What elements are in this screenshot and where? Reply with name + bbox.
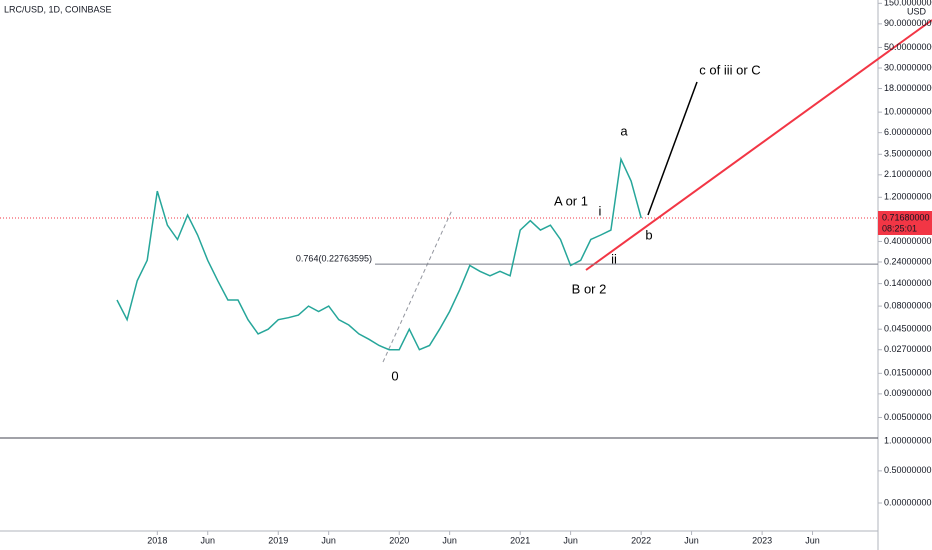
- y-tick-label: 0.08000000: [884, 300, 932, 310]
- wave-line: [647, 81, 698, 216]
- x-tick-label: 2018: [147, 535, 167, 545]
- trend-line: [585, 19, 932, 271]
- y-tick-label: 0.24000000: [884, 256, 932, 266]
- x-tick-label: Jun: [442, 535, 457, 545]
- y-tick-label: 0.00500000: [884, 412, 932, 422]
- y-tick-label: 0.02700000: [884, 344, 932, 354]
- y-tick-label: 3.50000000: [884, 149, 932, 159]
- x-tick-label: 2020: [389, 535, 409, 545]
- y-tick-label: 0.01500000: [884, 368, 932, 378]
- y-tick-label: 0.40000000: [884, 236, 932, 246]
- x-tick-label: 2023: [752, 535, 772, 545]
- y-tick-label: 90.00000000: [884, 18, 932, 28]
- time-remaining: 08:25:01: [882, 223, 917, 233]
- wave-annotation: ii: [611, 251, 617, 266]
- y-tick-label: 30.00000000: [884, 62, 932, 72]
- x-tick-label: 2019: [268, 535, 288, 545]
- wave-annotation: A or 1: [554, 193, 588, 208]
- y-tick-label: 6.00000000: [884, 127, 932, 137]
- osc-tick-label: 0.00000000: [884, 497, 932, 507]
- symbol-title: LRC/USD, 1D, COINBASE: [4, 4, 112, 14]
- x-tick-label: Jun: [200, 535, 215, 545]
- osc-tick-label: 0.50000000: [884, 465, 932, 475]
- x-tick-label: 2022: [631, 535, 651, 545]
- wave-annotation: i: [599, 203, 602, 218]
- wave-annotation: c of iii or C: [699, 62, 760, 77]
- wave-annotation: B or 2: [572, 281, 607, 296]
- x-tick-label: Jun: [805, 535, 820, 545]
- fib-label: 0.764(0.22763595): [296, 253, 372, 263]
- y-tick-label: 10.00000000: [884, 107, 932, 117]
- y-tick-label: 0.14000000: [884, 278, 932, 288]
- y-tick-label: 150.00000000: [884, 0, 932, 8]
- wave-annotation: a: [620, 123, 628, 138]
- price-line: [116, 156, 642, 351]
- wave-annotation: b: [645, 227, 652, 242]
- x-tick-label: 2021: [510, 535, 530, 545]
- y-tick-label: 0.04500000: [884, 324, 932, 334]
- y-tick-label: 18.00000000: [884, 83, 932, 93]
- volume-scale-label: 1.00000000: [884, 435, 932, 445]
- last-price-box: [878, 211, 932, 236]
- y-tick-label: 1.20000000: [884, 192, 932, 202]
- y-unit: USD: [907, 6, 927, 16]
- y-tick-label: 2.10000000: [884, 169, 932, 179]
- x-tick-label: Jun: [321, 535, 336, 545]
- y-tick-label: 0.00900000: [884, 388, 932, 398]
- x-tick-label: Jun: [563, 535, 578, 545]
- last-price-label: 0.71680000: [882, 212, 930, 222]
- y-tick-label: 50.00000000: [884, 42, 932, 52]
- x-tick-label: Jun: [684, 535, 699, 545]
- wave-annotation: 0: [391, 368, 398, 383]
